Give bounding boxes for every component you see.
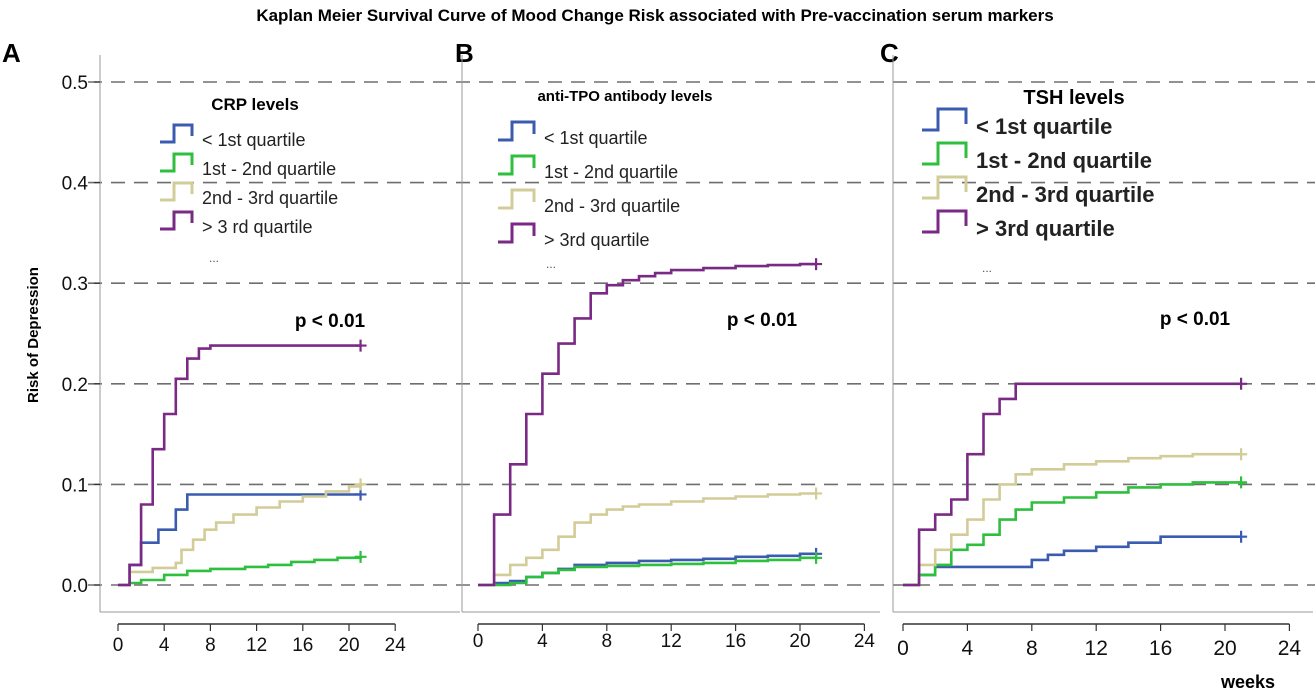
legend-swatch-3: [160, 181, 194, 202]
censor-mark-3: [810, 487, 823, 500]
x-tick-label: 4: [537, 631, 548, 652]
censor-mark-4: [354, 339, 367, 352]
censor-mark-3: [1235, 448, 1248, 461]
legend-label-2: 1st - 2nd quartile: [202, 159, 336, 179]
legend-swatch-2: [498, 154, 536, 176]
y-tick-label: 0.2: [62, 375, 88, 396]
legend-title: TSH levels: [1023, 87, 1124, 109]
legend-swatch-4: [160, 210, 194, 231]
legend-label-2: 1st - 2nd quartile: [544, 162, 678, 182]
y-axis-label: Risk of Depression: [25, 267, 42, 403]
censor-mark-4: [1235, 377, 1248, 390]
panels-group: A 0.0 0.1 0.2 0.3 0.4 0.5 0 4 8 12 16 20 24 CRP levels…: [2, 38, 1315, 660]
panel-letter-b: B: [455, 38, 474, 68]
legend-label-2: 1st - 2nd quartile: [976, 148, 1152, 173]
y-tick-label: 0.0: [62, 576, 88, 597]
censor-mark-2: [1235, 476, 1248, 489]
panel-a: A 0.0 0.1 0.2 0.3 0.4 0.5 0 4 8 12 16 20 24 CRP levels…: [2, 38, 460, 656]
series-line-2: [118, 556, 362, 587]
legend-swatch-1: [498, 120, 536, 142]
panel-letter-c: C: [880, 38, 899, 68]
censor-mark-2: [354, 550, 367, 563]
x-tick-label: 16: [725, 631, 746, 652]
x-tick-label: 24: [385, 635, 407, 656]
x-tick-label: 24: [854, 631, 876, 652]
panel-c: C 0 4 8 12 16 20 24 TSH levels < 1st quartile 1st …: [880, 38, 1313, 660]
legend-ellipsis: ...: [982, 261, 992, 275]
p-value: p < 0.01: [1160, 309, 1231, 330]
legend-swatch-2: [922, 141, 968, 166]
x-tick-label: 4: [962, 637, 974, 660]
legend-label-1: < 1st quartile: [202, 130, 306, 150]
x-tick-label: 0: [473, 631, 484, 652]
x-axis-label: weeks: [1220, 672, 1275, 692]
series-line-2: [903, 481, 1242, 587]
series-line-2: [478, 556, 817, 587]
legend-swatch-4: [498, 222, 536, 244]
x-tick-label: 4: [159, 635, 170, 656]
x-tick-label: 20: [1213, 637, 1236, 660]
x-tick-label: 8: [205, 635, 216, 656]
series-line-1: [118, 493, 361, 587]
series-line-3: [903, 452, 1242, 587]
y-tick-label: 0.3: [62, 274, 88, 295]
series-line-1: [478, 552, 817, 587]
panel-b: B 0 4 8 12 16 20 24 anti-TPO antibody levels < 1s…: [455, 38, 880, 652]
y-tick-label: 0.1: [62, 475, 88, 496]
legend-label-3: 2nd - 3rd quartile: [976, 182, 1154, 207]
legend-swatch-3: [922, 175, 968, 200]
censor-mark-2: [810, 551, 823, 564]
y-tick-label: 0.5: [62, 73, 88, 94]
y-tick-label: 0.4: [62, 174, 89, 195]
legend-label-1: < 1st quartile: [544, 128, 648, 148]
legend-swatch-1: [160, 123, 194, 144]
legend-swatch-1: [922, 107, 968, 132]
legend-label-4: > 3rd quartile: [544, 230, 650, 250]
legend-label-3: 2nd - 3rd quartile: [202, 188, 338, 208]
legend-label-1: < 1st quartile: [976, 114, 1112, 139]
series-line-1: [903, 535, 1242, 587]
figure-title: Kaplan Meier Survival Curve of Mood Chan…: [256, 6, 1053, 25]
censor-mark-1: [1235, 530, 1248, 543]
series-line-3: [478, 492, 817, 587]
censor-mark-1: [354, 488, 367, 501]
censor-mark-4: [810, 258, 823, 271]
legend-label-3: 2nd - 3rd quartile: [544, 196, 680, 216]
x-tick-label: 12: [1085, 637, 1108, 660]
series-line-3: [118, 484, 362, 587]
legend-title: anti-TPO antibody levels: [537, 88, 712, 105]
series-line-4: [903, 382, 1242, 587]
legend-swatch-2: [160, 152, 194, 173]
x-tick-label: 24: [1278, 637, 1302, 660]
x-tick-label: 0: [897, 637, 909, 660]
series-line-4: [478, 262, 817, 587]
legend-ellipsis: ...: [209, 251, 219, 265]
p-value: p < 0.01: [727, 310, 798, 331]
x-tick-label: 8: [1026, 637, 1038, 660]
x-tick-label: 0: [113, 635, 124, 656]
x-tick-label: 16: [292, 635, 313, 656]
legend-ellipsis: ...: [546, 257, 556, 271]
legend-label-4: > 3 rd quartile: [202, 217, 313, 237]
legend-swatch-3: [498, 188, 536, 210]
x-tick-label: 12: [661, 631, 682, 652]
x-tick-label: 20: [789, 631, 810, 652]
legend-title: CRP levels: [211, 95, 299, 114]
series-line-4: [118, 344, 361, 587]
x-tick-label: 20: [338, 635, 359, 656]
legend-swatch-4: [922, 209, 968, 234]
x-tick-label: 8: [602, 631, 613, 652]
legend-label-4: > 3rd quartile: [976, 216, 1115, 241]
p-value: p < 0.01: [295, 311, 366, 332]
x-tick-label: 16: [1149, 637, 1172, 660]
x-tick-label: 12: [246, 635, 267, 656]
censor-mark-3: [354, 478, 367, 491]
panel-letter-a: A: [2, 38, 21, 68]
